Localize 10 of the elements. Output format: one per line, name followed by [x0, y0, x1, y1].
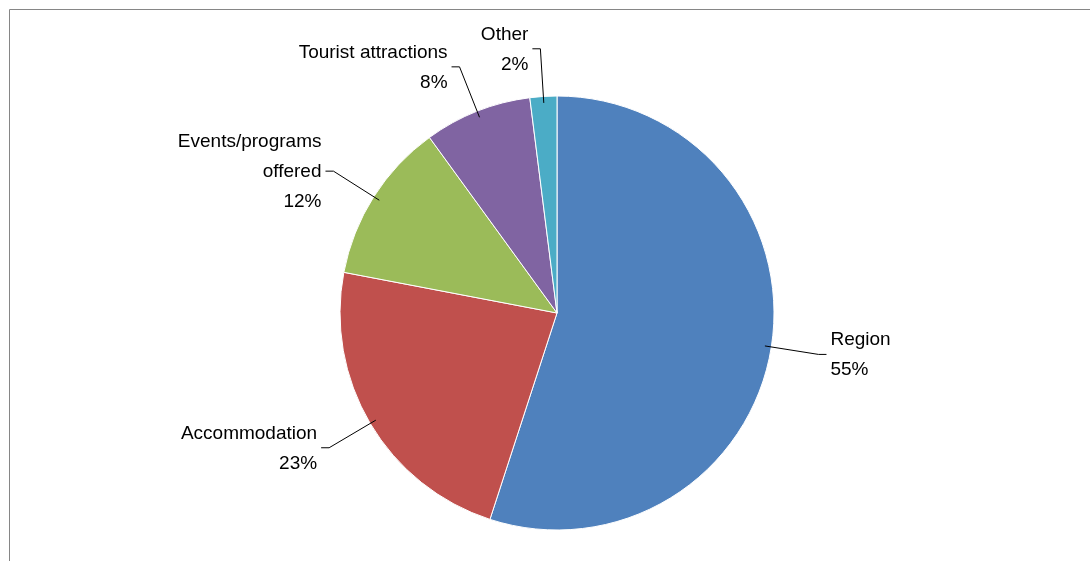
data-label: 55%	[830, 358, 869, 380]
data-label: 8%	[420, 70, 448, 92]
data-label: 2%	[500, 52, 529, 74]
data-label: 23%	[279, 451, 318, 473]
slice-label: Accommodation	[180, 421, 318, 443]
data-label: 12%	[283, 190, 322, 212]
slice-label: Region	[830, 328, 891, 350]
slice-label: Other	[480, 22, 530, 44]
slice-label: Tourist attractions	[298, 40, 448, 62]
slice-label: Events/programs offered	[177, 130, 322, 182]
